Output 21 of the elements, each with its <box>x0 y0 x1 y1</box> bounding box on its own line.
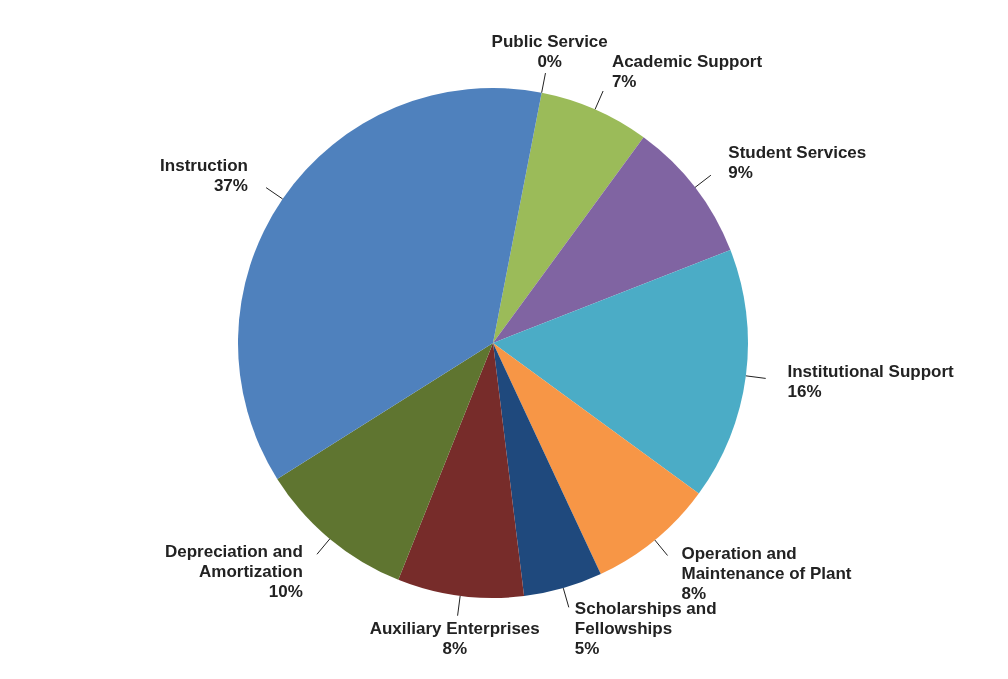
pie-slice <box>493 92 644 343</box>
data-label: 16% <box>787 382 822 402</box>
pie-slice <box>493 343 601 597</box>
slice-label: Student Services <box>728 142 867 162</box>
pie-slice <box>493 249 748 494</box>
category-label: Public Service <box>491 32 608 52</box>
data-label: 10% <box>268 582 303 602</box>
pie-slice <box>493 137 731 343</box>
slice-label: Auxiliary Enterprises <box>369 618 540 638</box>
data-label: 7% <box>611 71 637 91</box>
slice-label: Academic Support <box>611 51 763 71</box>
slice-label: Operation and Maintenance of Plant <box>681 543 852 583</box>
data-label: 9% <box>728 162 753 182</box>
text: 0% <box>537 52 562 72</box>
data-label: 5% <box>574 639 600 659</box>
slice-label: Instruction <box>160 156 248 176</box>
data-label: 8% <box>442 638 468 658</box>
data-label: 37% <box>213 176 248 196</box>
slice-label: Depreciation and Amortization <box>164 542 303 582</box>
pie-slice <box>398 343 525 598</box>
slice-label: Institutional Support <box>787 362 955 382</box>
